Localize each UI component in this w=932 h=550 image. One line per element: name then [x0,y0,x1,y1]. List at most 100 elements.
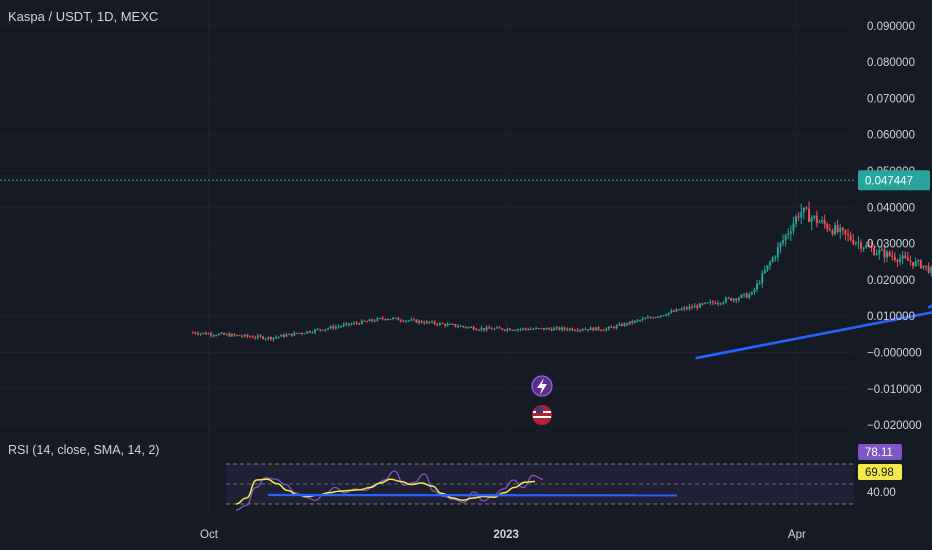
candle-body [529,329,532,331]
candle-body [527,329,530,331]
candle-body [288,333,291,335]
candle-body [272,337,275,340]
lower-trendline[interactable] [695,224,932,360]
candle-body [485,327,488,330]
candle-body [888,251,891,256]
candle-body [423,322,426,324]
candle-body [914,261,917,266]
candle-body [730,298,733,301]
candle-body [514,330,517,332]
candle-body [574,330,577,332]
candle-body [425,321,428,324]
candle-body [236,335,239,337]
candle-body [298,333,301,335]
candle-body [834,225,837,235]
candle-body [295,332,298,334]
candle-body [360,320,363,325]
us-flag-icon[interactable] [532,405,552,425]
candle-body [678,309,681,311]
candle-body [685,307,688,309]
candle-body [241,335,244,337]
candle-body [496,327,499,329]
candle-body [407,320,410,322]
candle-body [228,334,231,337]
candle-body [262,336,265,340]
price-tick-label: 0.030000 [867,239,915,251]
candle-body [470,326,473,328]
candle-body [857,242,860,244]
candle-body [303,333,306,335]
candle-body [314,329,317,333]
candle-body [639,320,642,322]
candle-body [511,330,514,332]
candle-body [532,328,535,330]
candle-body [688,306,691,309]
candle-body [748,294,751,298]
rsi-ma-value-badge [858,464,902,480]
candle-body [301,333,304,335]
candle-body [308,331,311,333]
price-tick-label: 0.070000 [867,93,915,105]
candle-body [566,329,569,331]
candle-body [740,294,743,298]
rsi-ma-line [235,478,536,505]
candle-body [849,235,852,240]
candle-body [698,303,701,308]
candle-body [202,332,205,334]
candle-body [722,302,725,304]
candle-body [878,250,881,254]
candle-body [925,265,928,267]
candle-body [215,335,218,337]
candle-body [402,320,405,322]
rsi-axis[interactable]: 78.11 69.98 40.00 [858,444,902,499]
candle-body [457,326,460,328]
candle-body [839,227,842,232]
candle-body [503,329,506,331]
candle-body [675,309,678,312]
candle-body [444,323,447,326]
rsi-panel[interactable] [226,463,854,505]
candle-body [646,317,649,319]
candle-body [464,326,467,328]
candle-body [763,270,766,274]
candle-body [251,336,254,338]
candle-body [927,266,930,273]
candle-body [199,333,202,335]
candle-body [860,242,863,249]
candle-body [815,215,818,223]
candle-body [576,330,579,332]
candle-body [386,318,389,320]
candle-body [659,315,662,317]
candle-body [558,327,561,330]
candle-body [204,332,207,335]
candle-body [922,265,925,269]
time-axis[interactable]: Oct2023AprJulOct2024Apr [200,529,932,541]
candle-body [327,328,330,330]
candle-body [321,329,324,331]
candle-body [626,323,629,325]
candle-body [756,283,759,290]
candle-body [568,328,571,330]
trendlines[interactable] [695,173,932,360]
lightning-icon[interactable] [531,375,553,397]
candle-body [735,298,738,301]
price-axis[interactable]: 0.0900000.0800000.0700000.0600000.050000… [867,21,922,432]
candle-body [522,328,525,330]
candle-body [368,319,371,322]
candle-body [823,220,826,225]
candle-body [249,336,252,338]
candle-body [334,326,337,329]
candle-body [467,326,470,328]
candle-body [579,329,582,331]
candle-body [870,246,873,249]
candle-body [410,319,413,321]
candle-body [844,229,847,234]
candle-body [683,307,686,309]
time-tick-label: Oct [200,529,219,541]
candle-body [233,334,236,336]
candle-body [332,326,335,329]
candle-body [431,321,434,323]
candle-body [649,317,652,319]
candle-body [732,298,735,301]
